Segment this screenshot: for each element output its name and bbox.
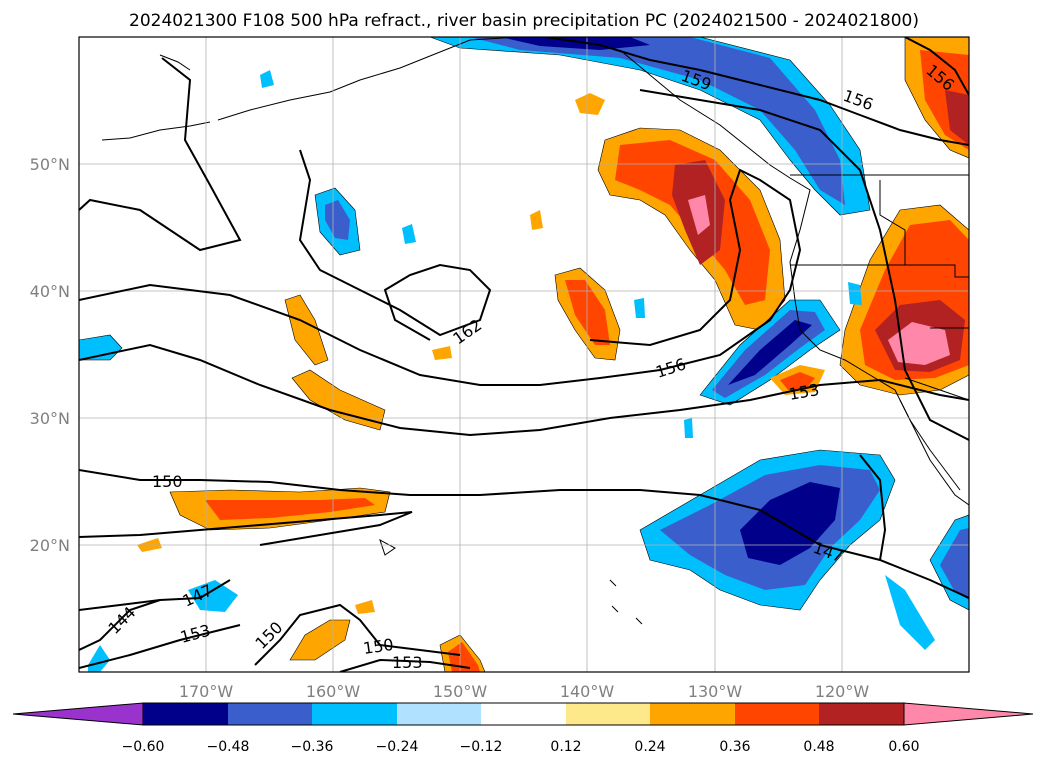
colorbar-bin	[397, 703, 481, 725]
lat-tick-label: 40°N	[30, 282, 70, 301]
shade-negative-alaska-mid	[470, 37, 845, 205]
colorbar-tick-labels: −0.60 −0.48 −0.36 −0.24 −0.12 0.12 0.24 …	[122, 739, 920, 755]
shade-positive-offshore-small-red	[780, 372, 815, 390]
lat-tick-label: 20°N	[30, 536, 70, 555]
contour-label: 153	[392, 653, 423, 672]
contour-label: 150	[152, 472, 183, 491]
shade-positive-west-strip-2	[291, 369, 386, 431]
contour-156-north	[904, 37, 969, 96]
shade-positive-sw-of-central-red	[565, 280, 610, 345]
colorbar-bin	[819, 703, 904, 725]
lon-tick-label: 120°W	[815, 682, 870, 701]
colorbar: −0.60 −0.48 −0.36 −0.24 −0.12 0.12 0.24 …	[12, 702, 1034, 755]
shade-positive-ne-dark	[945, 90, 969, 145]
shade-positive-23n-strip-red	[205, 498, 375, 520]
colorbar-tick-label: −0.48	[207, 739, 250, 755]
lon-tick-label: 170°W	[179, 682, 234, 701]
shade-positive-central-pink	[688, 195, 710, 235]
border-us-mexico	[904, 377, 969, 401]
colorbar-tick-label: −0.36	[291, 739, 334, 755]
lon-tick-labels: 170°W 160°W 150°W 140°W 130°W 120°W	[179, 682, 870, 701]
shade-small-5	[432, 346, 452, 360]
contour-156-loop	[639, 89, 969, 441]
colorbar-bin	[735, 703, 819, 725]
shade-small-2	[260, 70, 274, 88]
colorbar-bin	[481, 703, 566, 725]
colorbar-tick-label: −0.60	[122, 739, 165, 755]
contour-150-south	[254, 603, 461, 666]
shade-positive-west-strip-1	[284, 294, 329, 366]
shade-small-9	[684, 418, 693, 438]
contour-162-central	[298, 149, 492, 341]
lat-tick-labels: 20°N 30°N 40°N 50°N	[30, 155, 70, 555]
colorbar-bin	[228, 703, 312, 725]
figure-title: 2024021300 F108 500 hPa refract., river …	[129, 11, 919, 31]
coast-aleutians	[101, 121, 211, 141]
colorbar-tick-label: 0.48	[803, 739, 834, 755]
colorbar-tick-label: −0.12	[460, 739, 503, 755]
lat-tick-label: 30°N	[30, 409, 70, 428]
shade-small-4	[402, 224, 416, 244]
lon-tick-label: 160°W	[306, 682, 361, 701]
lat-tick-label: 50°N	[30, 155, 70, 174]
border-state-1	[790, 264, 969, 278]
refractivity-contours	[79, 37, 969, 672]
contour-144	[79, 599, 161, 651]
contour-153	[79, 343, 969, 437]
shade-negative-west-blob-mid	[325, 200, 350, 240]
lon-tick-label: 150°W	[433, 682, 488, 701]
shade-positive-south-1	[289, 619, 351, 661]
shade-negative-se-corner-mid	[940, 528, 969, 600]
border-state-2	[879, 180, 906, 265]
colorbar-bin	[650, 703, 735, 725]
contour-label: 150	[362, 635, 395, 658]
contour-153-south	[79, 624, 241, 669]
contour-150	[79, 469, 969, 599]
colorbar-tick-label: 0.36	[719, 739, 750, 755]
map-frame	[78, 36, 970, 673]
lon-tick-label: 130°W	[688, 682, 743, 701]
contour-159	[544, 37, 969, 146]
shade-positive-south-2-red	[448, 642, 480, 672]
shade-negative-south-west	[188, 580, 238, 612]
colorbar-tick-label: 0.60	[888, 739, 919, 755]
island-3	[159, 54, 191, 71]
coast-bc-wa-or-ca	[789, 177, 961, 491]
shade-small-10	[634, 298, 645, 318]
colorbar-tick-label: −0.24	[376, 739, 419, 755]
colorbar-bin	[312, 703, 397, 725]
contour-150-south-east	[859, 454, 887, 561]
shade-small-1	[575, 93, 605, 115]
colorbar-tick-label: 0.24	[634, 739, 665, 755]
shading-layer	[79, 37, 969, 672]
island-1	[379, 538, 396, 556]
shade-small-8	[355, 600, 375, 614]
contour-156-main	[79, 168, 802, 386]
contour-153-south-2	[339, 658, 471, 672]
colorbar-tick-label: 0.12	[550, 739, 581, 755]
shade-small-3	[530, 210, 543, 230]
island-2	[609, 579, 643, 625]
shade-negative-offshore-deep	[728, 320, 812, 385]
contour-162	[79, 57, 242, 252]
contour-147	[79, 511, 413, 546]
colorbar-extend-high	[903, 702, 1034, 726]
shade-small-7	[848, 282, 862, 305]
colorbar-bin	[566, 703, 650, 725]
colorbar-extend-low	[12, 702, 144, 726]
shade-negative-se-deep	[740, 482, 840, 565]
shade-negative-alaska-deep	[500, 37, 650, 50]
colorbar-frame	[142, 702, 905, 726]
lon-tick-label: 140°W	[560, 682, 615, 701]
shade-negative-se-corner2	[885, 575, 935, 650]
colorbar-bin	[143, 703, 228, 725]
map-panel: 159 156 156 162 156 153 150 147 147 144 …	[30, 36, 970, 701]
coast-baja	[899, 399, 969, 506]
coast-panhandle	[619, 49, 791, 179]
